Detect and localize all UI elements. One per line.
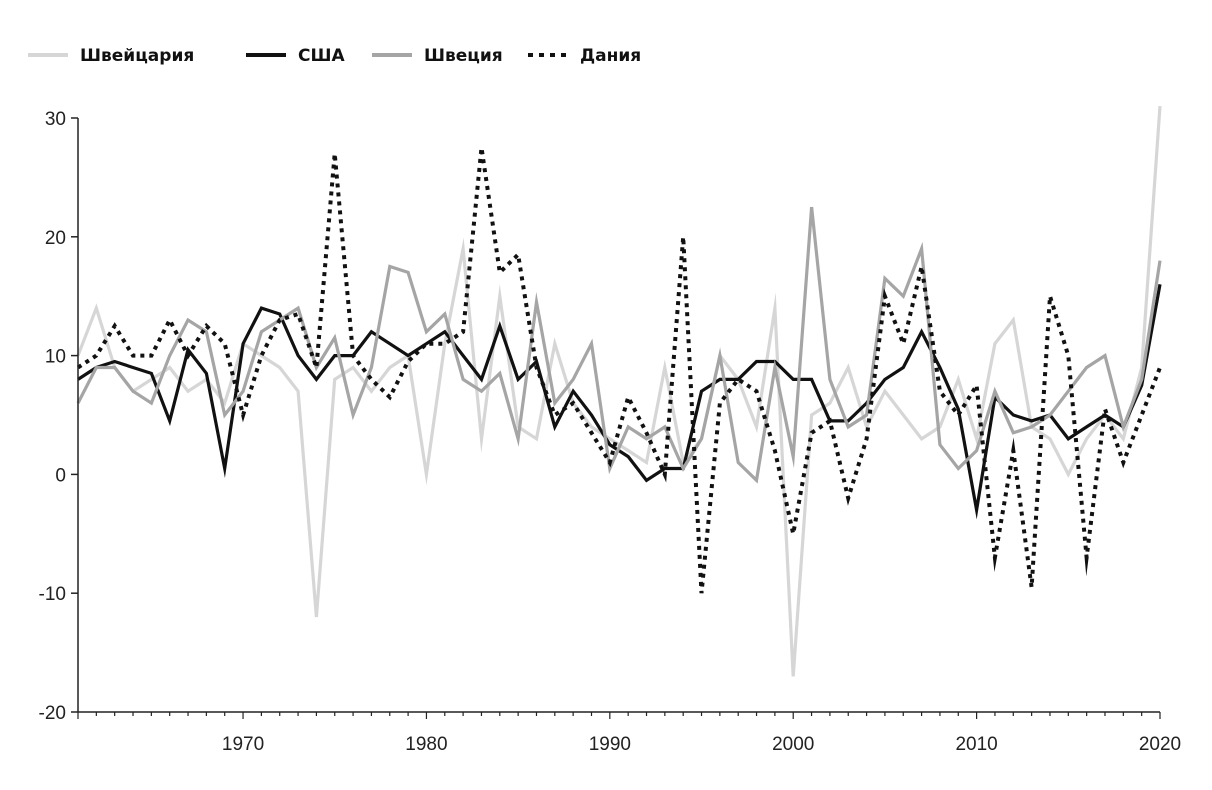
series-line-4: [76, 131, 1162, 594]
y-tick-label: 10: [45, 347, 66, 368]
x-tick-label: 2010: [955, 734, 997, 755]
x-tick-label: 1980: [405, 734, 447, 755]
series-line-3: [76, 206, 1162, 484]
series-lines: [76, 105, 1162, 677]
y-tick-label: -10: [39, 584, 66, 605]
axes: [77, 118, 1160, 713]
legend-label-2: США: [298, 46, 345, 66]
x-tick-label: 1970: [222, 734, 264, 755]
x-tick-label: 1990: [589, 734, 631, 755]
legend: Швейцария США Швеция Дания: [28, 46, 641, 66]
legend-label-1: Швейцария: [80, 46, 194, 66]
legend-label-4: Дания: [580, 46, 641, 66]
y-tick-label: 20: [45, 228, 66, 249]
y-tick-label: -20: [39, 703, 66, 724]
x-tick-label: 2020: [1139, 734, 1181, 755]
x-tick-label: 2000: [772, 734, 814, 755]
y-tick-label: 30: [45, 109, 66, 130]
y-tick-label: 0: [55, 465, 66, 486]
legend-label-3: Швеция: [424, 46, 503, 66]
series-line-1: [76, 105, 1162, 677]
